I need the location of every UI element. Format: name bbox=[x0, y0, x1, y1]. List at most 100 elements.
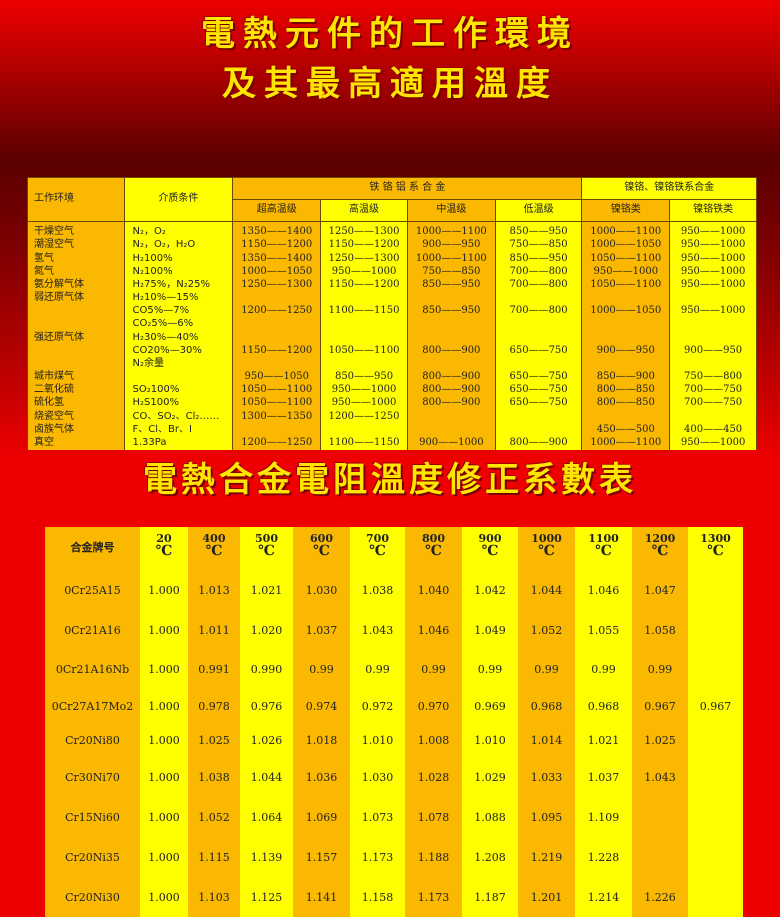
coefficient-cell: 1.088 bbox=[462, 797, 518, 837]
unit-celsius: ℃ bbox=[538, 543, 555, 559]
table-cell: 1250——1300 bbox=[320, 252, 408, 266]
coefficient-cell: 1.109 bbox=[575, 797, 632, 837]
coefficient-cell: 1.030 bbox=[293, 569, 350, 611]
coefficient-cell: 0.990 bbox=[240, 650, 293, 689]
table-cell: 950——1000 bbox=[669, 265, 757, 279]
unit-celsius: ℃ bbox=[155, 543, 173, 559]
table-row: 硫化氢 H₂S100% 1050——1100 950——1000 800——900 650… bbox=[27, 397, 757, 411]
table-cell: 800——900 bbox=[406, 344, 496, 358]
table-cell bbox=[232, 318, 322, 332]
coefficient-cell: 1.214 bbox=[575, 877, 632, 917]
table-cell: H₂100% bbox=[123, 252, 234, 266]
table-cell: 750——850 bbox=[406, 265, 496, 279]
coefficient-cell: 1.226 bbox=[632, 877, 688, 917]
table-cell: 1050——1100 bbox=[232, 397, 322, 411]
header-temp: 500 ℃ bbox=[240, 527, 293, 569]
table-cell: 400——450 bbox=[669, 423, 757, 437]
table-cell: CO、SO₂、Cl₂…… bbox=[123, 410, 234, 424]
table-cell bbox=[494, 291, 583, 306]
table-row: Cr20Ni35 1.000 1.115 1.139 1.157 1.173 1.188 1.… bbox=[45, 837, 743, 877]
coefficient-cell: 1.000 bbox=[140, 757, 188, 797]
table-cell: 800——850 bbox=[581, 384, 671, 398]
coefficient-cell: 1.013 bbox=[188, 569, 240, 611]
table-row: 氨分解气体 H₂75%，N₂25% 1250——1300 1150——1200 850—… bbox=[27, 278, 757, 292]
coefficient-cell: 1.042 bbox=[462, 569, 518, 611]
temp-value: 20 bbox=[156, 532, 172, 545]
alloy-name: 0Cr25A15 bbox=[45, 569, 140, 611]
table-row: 真空 1.33Pa 1200——1250 1100——1150 900——1000 800… bbox=[27, 436, 757, 450]
table-cell: 1150——1200 bbox=[232, 239, 322, 253]
table-cell: 950——1000 bbox=[320, 384, 408, 398]
table-cell: 强还原气体 bbox=[27, 331, 125, 345]
table-cell: 1250——1300 bbox=[320, 221, 408, 240]
temp-value: 1100 bbox=[588, 532, 619, 545]
coefficient-cell: 1.000 bbox=[140, 723, 188, 757]
table-row: Cr20Ni30 1.000 1.103 1.125 1.141 1.158 1.173 1.… bbox=[45, 877, 743, 917]
table-cell: 1050——1100 bbox=[581, 252, 671, 266]
table-row: Cr20Ni80 1.000 1.025 1.026 1.018 1.010 1.008 1.… bbox=[45, 723, 743, 757]
table-cell: 1000——1100 bbox=[581, 436, 671, 450]
table-row: CO20%—30% 1150——1200 1050——1100 800——900 650… bbox=[27, 344, 757, 358]
table-cell: 1250——1300 bbox=[232, 278, 322, 292]
table-row: 烧瓷空气 CO、SO₂、Cl₂…… 1300——1350 1200——1250 bbox=[27, 410, 757, 424]
table-cell: 1200——1250 bbox=[320, 410, 408, 424]
header-temp: 800 ℃ bbox=[405, 527, 462, 569]
coefficient-title: 電熱合金電阻溫度修正系數表 bbox=[143, 460, 637, 500]
table-cell: N₂，O₂ bbox=[123, 221, 234, 240]
table-cell: 850——950 bbox=[406, 305, 496, 319]
table-cell: 1050——1100 bbox=[581, 278, 671, 292]
table-cell: 950——1000 bbox=[669, 221, 757, 240]
alloy-name: 0Cr27A17Mo2 bbox=[45, 689, 140, 723]
coefficient-cell: 0.967 bbox=[688, 689, 743, 723]
temp-value: 1200 bbox=[644, 532, 676, 545]
table-cell: 1050——1100 bbox=[232, 384, 322, 398]
header-temp: 900 ℃ bbox=[462, 527, 518, 569]
temp-value: 900 bbox=[478, 532, 502, 545]
table-cell bbox=[27, 305, 125, 319]
coefficient-cell: 0.976 bbox=[240, 689, 293, 723]
coefficient-cell: 0.99 bbox=[293, 650, 350, 689]
coefficient-cell: 1.038 bbox=[188, 757, 240, 797]
coefficient-cell: 0.968 bbox=[518, 689, 575, 723]
table-cell bbox=[581, 410, 671, 424]
table-cell bbox=[406, 331, 496, 345]
table-cell: 850——950 bbox=[406, 278, 496, 292]
table-cell: 700——800 bbox=[494, 278, 583, 292]
table-cell: 1050——1100 bbox=[320, 344, 408, 358]
coefficient-cell: 1.141 bbox=[293, 877, 350, 917]
coefficient-cell: 1.173 bbox=[350, 837, 405, 877]
coefficient-cell: 1.008 bbox=[405, 723, 462, 757]
coefficient-cell: 1.021 bbox=[575, 723, 632, 757]
table-row: 干燥空气 N₂，O₂ 1350——1400 1250——1300 1000——1100 8… bbox=[27, 221, 757, 240]
coefficient-cell: 1.073 bbox=[350, 797, 405, 837]
table-cell: 950——1000 bbox=[669, 239, 757, 253]
alloy-name: Cr20Ni80 bbox=[45, 723, 140, 757]
table-cell: 1300——1350 bbox=[232, 410, 322, 424]
coefficient-cell: 0.99 bbox=[575, 650, 632, 689]
temp-value: 400 bbox=[202, 532, 226, 545]
table-cell bbox=[669, 318, 757, 332]
table-row: 0Cr21A16Nb 1.000 0.991 0.990 0.99 0.99 0.99 0.9… bbox=[45, 650, 743, 689]
table-cell bbox=[123, 370, 234, 385]
table-cell: 950——1000 bbox=[581, 265, 671, 279]
table-cell: CO₂5%—6% bbox=[123, 318, 234, 332]
table-row: 卤族气体 F、Cl、Br、I 450——500 400——450 bbox=[27, 423, 757, 437]
table-cell: 650——750 bbox=[494, 384, 583, 398]
temp-value: 1300 bbox=[700, 532, 731, 545]
header-temp: 1000 ℃ bbox=[518, 527, 575, 569]
table-cell: 900——950 bbox=[406, 239, 496, 253]
table-cell: H₂75%，N₂25% bbox=[123, 278, 234, 292]
table-cell: 1200——1250 bbox=[232, 305, 322, 319]
header-temp: 20 ℃ bbox=[140, 527, 188, 569]
unit-celsius: ℃ bbox=[205, 543, 223, 559]
coefficient-cell: 1.018 bbox=[293, 723, 350, 757]
table-cell: CO20%—30% bbox=[123, 344, 234, 358]
coefficient-cell bbox=[688, 723, 743, 757]
table-row: Cr15Ni60 1.000 1.052 1.064 1.069 1.073 1.078 1.… bbox=[45, 797, 743, 837]
coefficient-cell bbox=[688, 757, 743, 797]
coefficient-cell bbox=[688, 797, 743, 837]
table-cell bbox=[494, 318, 583, 332]
table-row: 氢气 H₂100% 1350——1400 1250——1300 1000——1100 85… bbox=[27, 252, 757, 266]
table-cell bbox=[581, 291, 671, 306]
table-cell: 1100——1150 bbox=[320, 305, 408, 319]
